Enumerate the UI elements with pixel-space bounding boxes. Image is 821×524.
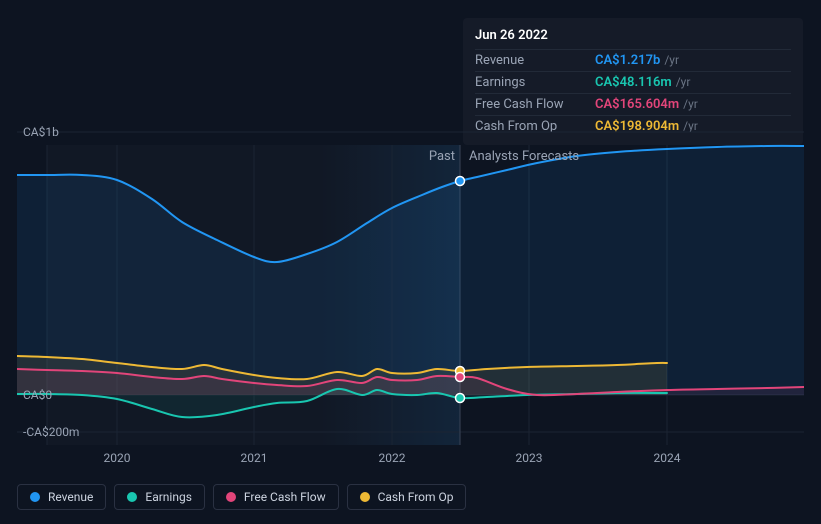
legend: Revenue Earnings Free Cash Flow Cash Fro…: [17, 484, 466, 510]
circle-icon: [127, 492, 137, 502]
y-axis-label: -CA$200m: [23, 425, 79, 439]
x-axis-label: 2022: [379, 451, 406, 465]
tooltip-label: Earnings: [475, 75, 595, 90]
tooltip-value: CA$48.116m: [595, 75, 672, 90]
circle-icon: [226, 492, 236, 502]
legend-item-earnings[interactable]: Earnings: [114, 484, 205, 510]
legend-label: Free Cash Flow: [244, 490, 326, 504]
chart-container: Past Analysts Forecasts CA$1b CA$0 -CA$200…: [17, 125, 804, 481]
x-axis-label: 2023: [516, 451, 543, 465]
legend-item-fcf[interactable]: Free Cash Flow: [213, 484, 339, 510]
circle-icon: [30, 492, 40, 502]
x-axis-label: 2024: [654, 451, 681, 465]
x-axis-label: 2021: [241, 451, 268, 465]
legend-label: Cash From Op: [378, 490, 454, 504]
tooltip-row-revenue: Revenue CA$1.217b /yr: [475, 49, 791, 71]
tooltip-unit: /yr: [676, 75, 691, 89]
tooltip-unit: /yr: [683, 97, 698, 111]
tooltip-unit: /yr: [664, 53, 679, 67]
tooltip-value: CA$165.604m: [595, 97, 679, 112]
x-axis-label: 2020: [104, 451, 131, 465]
tooltip-value: CA$1.217b: [595, 53, 660, 68]
tooltip-row-earnings: Earnings CA$48.116m /yr: [475, 71, 791, 93]
tooltip-row-fcf: Free Cash Flow CA$165.604m /yr: [475, 93, 791, 115]
past-label: Past: [429, 149, 455, 164]
chart-svg[interactable]: [17, 125, 804, 481]
tooltip-label: Revenue: [475, 53, 595, 68]
y-axis-label: CA$0: [23, 388, 52, 402]
legend-item-cfo[interactable]: Cash From Op: [347, 484, 467, 510]
tooltip-label: Free Cash Flow: [475, 97, 595, 112]
tooltip-date: Jun 26 2022: [475, 26, 791, 49]
forecast-label: Analysts Forecasts: [469, 149, 579, 164]
legend-label: Earnings: [145, 490, 192, 504]
circle-icon: [360, 492, 370, 502]
y-axis-label: CA$1b: [23, 125, 59, 139]
legend-label: Revenue: [48, 490, 93, 504]
legend-item-revenue[interactable]: Revenue: [17, 484, 106, 510]
